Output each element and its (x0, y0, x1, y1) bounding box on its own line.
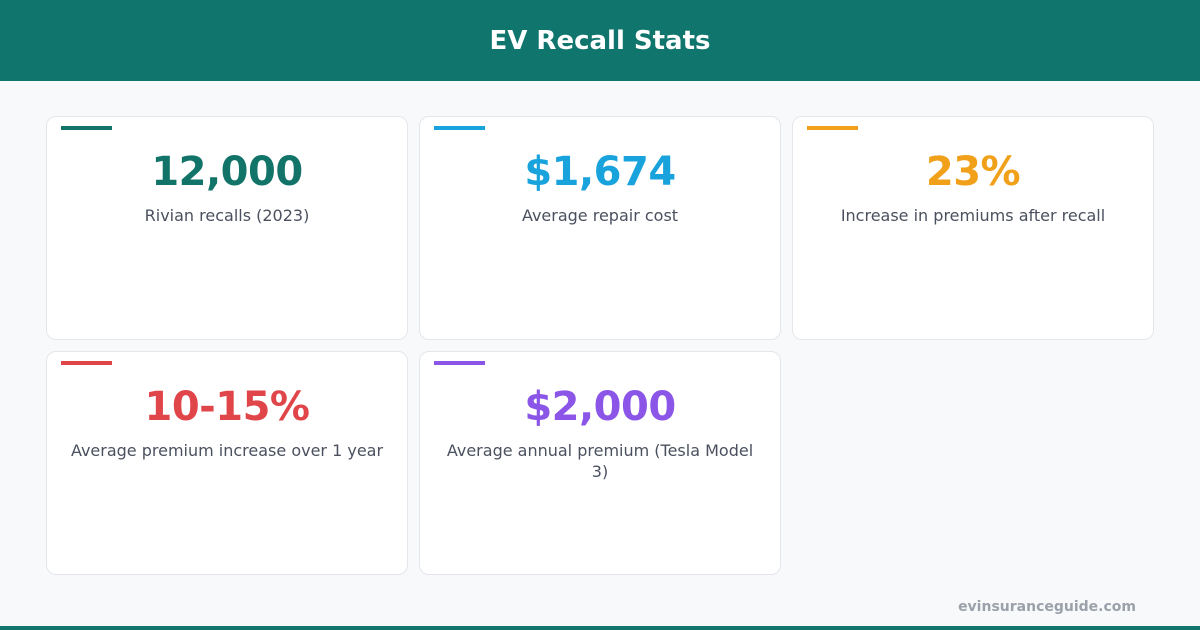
stat-label: Average repair cost (521, 206, 679, 225)
stat-value: 23% (925, 149, 1021, 195)
stat-card: $1,674 Average repair cost (419, 116, 781, 340)
accent-bar (61, 361, 112, 365)
stat-label: Rivian recalls (2023) (144, 206, 310, 225)
stat-card: $2,000 Average annual premium (Tesla Mode… (419, 351, 781, 575)
accent-bar (61, 126, 112, 130)
stat-card: 23% Increase in premiums after recall (792, 116, 1154, 340)
stat-value: 12,000 (151, 149, 303, 195)
bottom-bar (0, 626, 1200, 630)
stat-value: 10-15% (144, 384, 310, 430)
header: EV Recall Stats (0, 0, 1200, 81)
accent-bar (434, 361, 485, 365)
accent-bar (807, 126, 858, 130)
stat-label: Average premium increase over 1 year (70, 441, 384, 460)
stat-label: Average annual premium (Tesla Model 3) (446, 441, 754, 481)
source: evinsuranceguide.com (958, 599, 1136, 615)
accent-bar (434, 126, 485, 130)
stat-card: 10-15% Average premium increase over 1 ye… (46, 351, 408, 575)
stat-label: Increase in premiums after recall (840, 206, 1106, 225)
title: EV Recall Stats (489, 25, 711, 56)
stat-value: $1,674 (524, 149, 676, 195)
stat-card: 12,000 Rivian recalls (2023) (46, 116, 408, 340)
stat-value: $2,000 (524, 384, 676, 430)
